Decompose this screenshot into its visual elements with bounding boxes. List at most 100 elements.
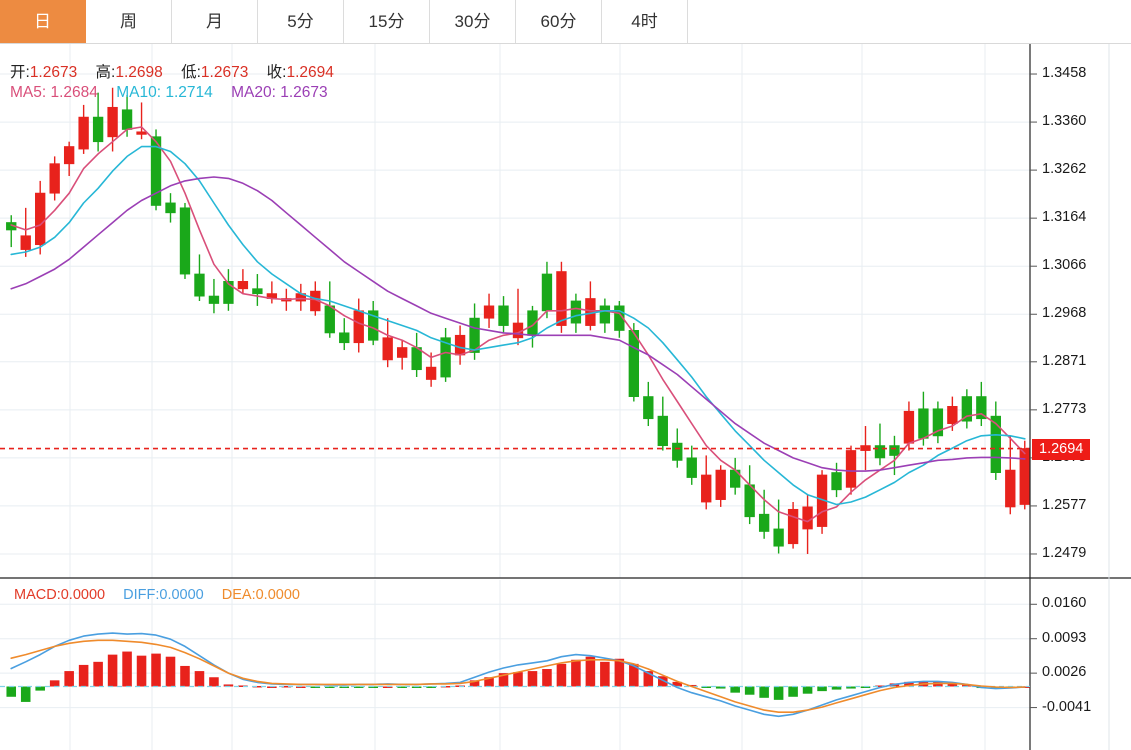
tab-3[interactable]: 5分 xyxy=(258,0,344,43)
macd-bar xyxy=(904,681,914,687)
candle-body xyxy=(223,280,234,304)
chart-area: 开:1.2673 高:1.2698 低:1.2673 收:1.2694 MA5:… xyxy=(0,44,1131,750)
macd-bar xyxy=(875,685,885,687)
macd-bar xyxy=(744,686,755,695)
macd-bar xyxy=(136,655,147,687)
candle-body xyxy=(643,396,654,420)
tab-2[interactable]: 月 xyxy=(172,0,258,43)
macd-bar xyxy=(296,686,306,688)
candle-body xyxy=(961,396,973,422)
candle-body xyxy=(20,235,31,250)
macd-bar xyxy=(715,686,726,689)
macd-bar xyxy=(846,686,856,689)
candle-body xyxy=(874,445,886,459)
candle-body xyxy=(92,116,104,143)
macd-bar xyxy=(817,686,827,692)
candle-body xyxy=(614,305,625,331)
macd-bar xyxy=(49,680,60,687)
candle-body xyxy=(918,408,929,439)
candle-body xyxy=(165,202,176,214)
candle-body xyxy=(339,332,350,344)
candle-body xyxy=(628,330,640,398)
macd-bar xyxy=(658,676,668,687)
candle-body xyxy=(425,366,437,380)
macd-bar xyxy=(180,665,190,687)
candle-body xyxy=(831,472,842,491)
candle-body xyxy=(541,273,553,312)
candle-body xyxy=(1019,448,1030,505)
candle-body xyxy=(136,131,147,135)
candle-body xyxy=(990,415,1001,473)
macd-bar xyxy=(962,684,972,687)
macd-histogram xyxy=(6,651,1030,702)
macd-bar xyxy=(484,677,494,687)
tab-5[interactable]: 30分 xyxy=(430,0,516,43)
candle-body xyxy=(1005,469,1016,508)
macd-bar xyxy=(556,663,567,687)
macd-bar xyxy=(411,686,422,688)
macd-bar xyxy=(267,686,277,688)
macd-bar xyxy=(788,686,798,697)
macd-bar xyxy=(78,664,89,687)
candle-body xyxy=(107,106,118,138)
candle-body xyxy=(845,450,857,488)
macd-bar xyxy=(238,685,248,687)
macd-bar xyxy=(643,671,654,687)
macd-bar xyxy=(223,684,234,687)
candle-body xyxy=(454,334,466,356)
candle-body xyxy=(150,136,162,206)
candle-body xyxy=(179,207,191,275)
macd-bar xyxy=(310,686,321,688)
macd-bar xyxy=(513,672,523,687)
timeframe-tabbar: 日周月 5分 15分 30分 60分 4时 xyxy=(0,0,1131,44)
candle-body xyxy=(237,280,249,290)
macd-bar xyxy=(194,671,205,687)
tab-4[interactable]: 15分 xyxy=(344,0,430,43)
macd-bar xyxy=(672,681,683,687)
candle-body xyxy=(63,146,75,165)
candle-body xyxy=(194,273,205,297)
candle-body xyxy=(802,506,813,530)
tab-6[interactable]: 60分 xyxy=(516,0,602,43)
candle-body xyxy=(976,396,987,420)
candlestick-chart-canvas[interactable] xyxy=(0,44,1131,750)
macd-bar xyxy=(701,686,712,688)
candle-body xyxy=(353,310,364,344)
candle-body xyxy=(208,295,220,304)
candle-body xyxy=(758,513,770,532)
candle-body xyxy=(715,469,726,500)
macd-bar xyxy=(35,686,45,691)
macd-bar xyxy=(209,677,219,687)
tab-0[interactable]: 日 xyxy=(0,0,86,43)
macd-bar xyxy=(831,686,842,690)
candle-body xyxy=(599,305,611,324)
candle-body xyxy=(121,109,133,130)
tab-7[interactable]: 4时 xyxy=(602,0,688,43)
macd-bar xyxy=(426,686,436,688)
macd-bar xyxy=(368,686,378,688)
macd-bar xyxy=(542,669,552,687)
macd-bar xyxy=(107,654,118,687)
candle-body xyxy=(49,163,60,194)
macd-bar xyxy=(382,686,393,688)
candle-body xyxy=(78,116,89,150)
candle-body xyxy=(382,337,393,361)
macd-bar xyxy=(773,686,784,700)
macd-bar xyxy=(585,656,596,687)
macd-bar xyxy=(397,686,407,688)
ma20-line xyxy=(10,176,1026,472)
candle-body xyxy=(252,288,263,295)
candle-body xyxy=(672,442,683,461)
macd-bar xyxy=(64,671,74,687)
macd-bar xyxy=(629,663,639,687)
macd-bar xyxy=(947,682,958,687)
macd-dea-line xyxy=(10,639,1026,714)
candle-body xyxy=(368,310,379,341)
candle-body xyxy=(556,271,567,326)
tab-1[interactable]: 周 xyxy=(86,0,172,43)
macd-bar xyxy=(252,685,263,688)
candle-body xyxy=(440,337,451,378)
candle-body xyxy=(483,305,495,319)
macd-bar xyxy=(571,659,581,687)
